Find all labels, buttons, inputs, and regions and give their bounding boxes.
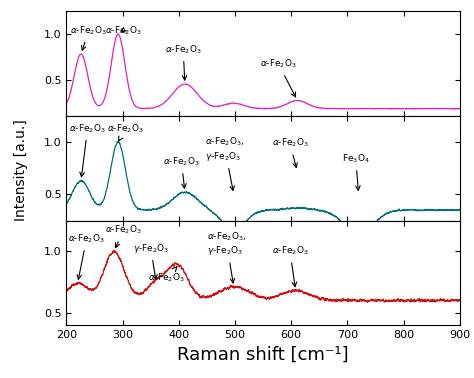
Text: $\alpha$-Fe$_2$O$_3$: $\alpha$-Fe$_2$O$_3$ (70, 24, 107, 50)
Text: Intensity [a.u.]: Intensity [a.u.] (14, 119, 28, 221)
Text: $\alpha$-Fe$_2$O$_3$: $\alpha$-Fe$_2$O$_3$ (105, 224, 141, 248)
Text: $\alpha$-Fe$_2$O$_3$: $\alpha$-Fe$_2$O$_3$ (148, 267, 185, 285)
Text: $\alpha$-Fe$_2$O$_3$: $\alpha$-Fe$_2$O$_3$ (68, 232, 105, 279)
Text: $\alpha$-Fe$_2$O$_3$: $\alpha$-Fe$_2$O$_3$ (107, 122, 144, 141)
Text: $\alpha$-Fe$_2$O$_3$: $\alpha$-Fe$_2$O$_3$ (260, 58, 297, 97)
Text: $\alpha$-Fe$_2$O$_3$: $\alpha$-Fe$_2$O$_3$ (69, 122, 106, 177)
Text: $\alpha$-Fe$_2$O$_3$: $\alpha$-Fe$_2$O$_3$ (105, 24, 141, 37)
X-axis label: Raman shift [cm⁻¹]: Raman shift [cm⁻¹] (177, 345, 349, 364)
Text: $\alpha$-Fe$_2$O$_3$,
$\gamma$-Fe$_2$O$_3$: $\alpha$-Fe$_2$O$_3$, $\gamma$-Fe$_2$O$_… (205, 136, 245, 191)
Text: Fe$_3$O$_4$: Fe$_3$O$_4$ (342, 153, 370, 191)
Text: $\gamma$-Fe$_2$O$_3$: $\gamma$-Fe$_2$O$_3$ (133, 242, 169, 279)
Text: $\alpha$-Fe$_2$O$_3$: $\alpha$-Fe$_2$O$_3$ (272, 137, 309, 167)
Text: $\alpha$-Fe$_2$O$_3$: $\alpha$-Fe$_2$O$_3$ (164, 43, 201, 80)
Text: $\alpha$-Fe$_2$O$_3$: $\alpha$-Fe$_2$O$_3$ (163, 156, 200, 188)
Text: $\alpha$-Fe$_2$O$_3$,
$\gamma$-Fe$_2$O$_3$: $\alpha$-Fe$_2$O$_3$, $\gamma$-Fe$_2$O$_… (207, 230, 246, 283)
Text: $\alpha$-Fe$_2$O$_3$: $\alpha$-Fe$_2$O$_3$ (272, 245, 309, 287)
